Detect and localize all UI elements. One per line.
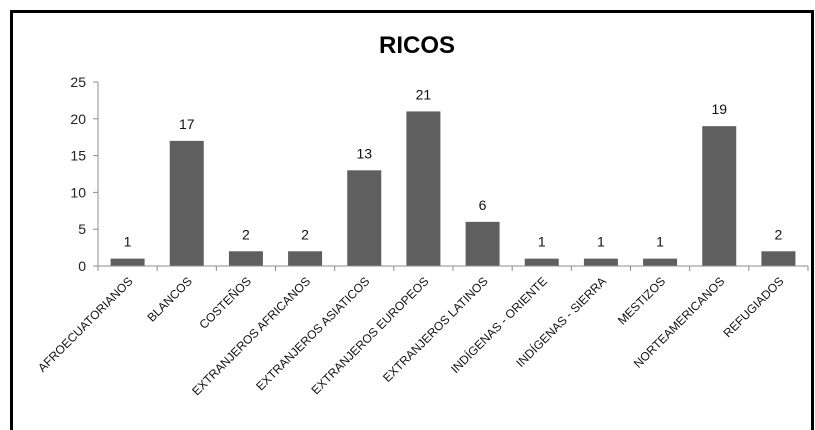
bar <box>583 258 618 266</box>
bar <box>702 126 737 266</box>
bar <box>761 251 796 266</box>
bar-value-label: 2 <box>242 226 250 242</box>
bar-value-label: 19 <box>711 101 727 117</box>
y-tick-label: 0 <box>78 258 86 274</box>
bar-value-label: 17 <box>179 116 195 132</box>
x-category-label: EXTRANJEROS LATINOS <box>380 274 491 385</box>
bar-value-label: 13 <box>356 145 372 161</box>
bar-value-label: 2 <box>775 226 783 242</box>
x-category-label: EXTRANJEROS EUROPEOS <box>308 274 431 397</box>
y-tick-label: 20 <box>70 111 86 127</box>
x-category-label: EXTRANJEROS ASIATICOS <box>253 274 372 393</box>
x-axis: AFROECUATORIANOS BLANCOS COSTEÑOSEXTRANJER… <box>35 265 809 398</box>
bar-value-label: 1 <box>124 234 132 250</box>
bar <box>465 221 500 266</box>
y-axis: 0 5 10 15 20 25 <box>70 74 99 274</box>
bar-value-label: 1 <box>656 234 664 250</box>
value-labels: 1 17 2 2 13 21 6 1 1 1 19 2 <box>124 86 783 249</box>
chart-title: RICOS <box>379 32 455 59</box>
bar <box>110 258 145 266</box>
y-tick-label: 10 <box>70 184 86 200</box>
bar <box>643 258 678 266</box>
x-category-label: INDÍGENAS - ORIENTE <box>447 274 550 377</box>
bar <box>288 251 323 266</box>
x-category-label: BLANCOS <box>144 274 194 324</box>
y-tick-label: 25 <box>70 74 86 90</box>
bar-value-label: 21 <box>416 86 432 102</box>
x-category-label: COSTEÑOS <box>197 274 255 332</box>
bar <box>524 258 559 266</box>
x-category-label: AFROECUATORIANOS <box>35 274 136 375</box>
bars <box>110 111 796 266</box>
bar-value-label: 6 <box>479 197 487 213</box>
bar-value-label: 1 <box>597 234 605 250</box>
x-category-label: REFUGIADOS <box>721 274 787 340</box>
bar <box>228 251 263 266</box>
y-tick-label: 5 <box>78 221 86 237</box>
bar <box>347 170 382 266</box>
bar <box>406 111 441 266</box>
x-category-label: EXTRANJEROS AFRICANOS <box>189 274 313 398</box>
bar-value-label: 2 <box>301 226 309 242</box>
bar <box>169 140 204 266</box>
bar-value-label: 1 <box>538 234 546 250</box>
bar-chart: RICOS 0 5 10 15 20 25 1 17 2 2 13 21 6 1 1 1 19 2 AFROEC… <box>35 32 809 398</box>
y-tick-label: 15 <box>70 148 86 164</box>
chart-frame <box>10 10 814 430</box>
x-category-label: MESTIZOS <box>615 274 668 327</box>
